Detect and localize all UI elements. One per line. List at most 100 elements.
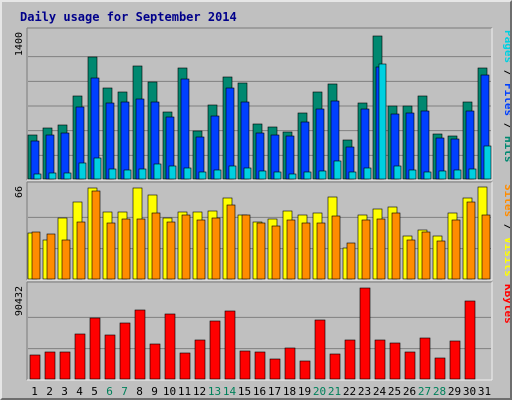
x-tick-day-4: 4 — [76, 385, 83, 398]
bar-pages-day-29 — [453, 169, 462, 180]
bar-sites-day-27 — [421, 231, 431, 280]
bar-files-day-1 — [30, 140, 40, 180]
x-tick-day-31: 31 — [478, 385, 491, 398]
bar-files-day-6 — [105, 102, 115, 180]
bar-files-day-11 — [180, 78, 190, 180]
bar-pages-day-18 — [288, 173, 297, 180]
bar-pages-day-5 — [93, 157, 102, 180]
bar-sites-day-14 — [226, 204, 236, 280]
bar-sites-day-17 — [271, 225, 281, 280]
x-tick-day-15: 15 — [238, 385, 251, 398]
bar-kbytes-day-20 — [314, 319, 326, 380]
legend-pages-files-hits: Pages / Files / Hits — [502, 30, 512, 163]
bar-kbytes-day-26 — [404, 351, 416, 380]
bar-pages-day-1 — [33, 173, 42, 180]
legend-entry: / — [502, 116, 512, 136]
bar-sites-day-6 — [106, 222, 116, 280]
x-tick-day-13: 13 — [208, 385, 221, 398]
bar-pages-day-9 — [153, 163, 162, 180]
bar-kbytes-day-30 — [464, 300, 476, 380]
bar-kbytes-day-29 — [449, 340, 461, 380]
bar-kbytes-day-17 — [269, 358, 281, 380]
x-tick-day-10: 10 — [163, 385, 176, 398]
bar-kbytes-day-24 — [374, 339, 386, 380]
bar-pages-day-25 — [393, 165, 402, 180]
bar-sites-day-25 — [391, 212, 401, 280]
bar-kbytes-day-5 — [89, 317, 101, 380]
bar-sites-day-22 — [346, 242, 356, 280]
bar-sites-day-3 — [61, 239, 71, 280]
legend-entry: Sites — [502, 184, 512, 217]
bar-sites-day-12 — [196, 219, 206, 280]
bar-pages-day-30 — [468, 168, 477, 180]
bar-pages-day-13 — [213, 169, 222, 180]
chart-title: Daily usage for September 2014 — [20, 10, 237, 24]
legend-sites-visits: Sites / Visits — [502, 184, 512, 277]
legend-kbytes: KBytes — [502, 284, 512, 324]
bar-files-day-3 — [60, 132, 70, 180]
bar-kbytes-day-10 — [164, 313, 176, 380]
x-tick-day-29: 29 — [448, 385, 461, 398]
bar-kbytes-day-22 — [344, 339, 356, 380]
x-tick-day-17: 17 — [268, 385, 281, 398]
bar-kbytes-day-27 — [419, 337, 431, 380]
bar-sites-day-2 — [46, 233, 56, 280]
x-tick-day-2: 2 — [46, 385, 53, 398]
bar-pages-day-2 — [48, 172, 57, 180]
bar-sites-day-19 — [301, 222, 311, 280]
bar-files-day-8 — [135, 98, 145, 180]
x-tick-day-24: 24 — [373, 385, 387, 398]
x-tick-day-18: 18 — [283, 385, 296, 398]
bar-sites-day-24 — [376, 218, 386, 280]
bar-kbytes-day-9 — [149, 343, 161, 380]
bar-sites-day-26 — [406, 239, 416, 280]
x-tick-day-9: 9 — [151, 385, 158, 398]
x-tick-day-5: 5 — [91, 385, 98, 398]
bar-sites-day-18 — [286, 219, 296, 280]
bar-sites-day-15 — [241, 214, 251, 280]
bar-pages-day-27 — [423, 171, 432, 180]
bar-sites-day-13 — [211, 217, 221, 280]
bar-files-day-18 — [285, 135, 295, 180]
legend-entry: KBytes — [502, 284, 512, 324]
bar-pages-day-22 — [348, 171, 357, 180]
bar-sites-day-21 — [331, 215, 341, 280]
bar-kbytes-day-19 — [299, 360, 311, 380]
x-tick-day-3: 3 — [61, 385, 68, 398]
bar-sites-day-9 — [151, 212, 161, 280]
bar-kbytes-day-13 — [209, 320, 221, 380]
bar-kbytes-day-11 — [179, 352, 191, 380]
x-tick-day-7: 7 — [121, 385, 128, 398]
x-tick-day-8: 8 — [136, 385, 143, 398]
bar-kbytes-day-6 — [104, 334, 116, 380]
bar-pages-day-19 — [303, 171, 312, 180]
legend-entry: Files — [502, 83, 512, 116]
bar-files-day-15 — [240, 101, 250, 180]
y-axis-max-label-pages-files-hits: 1400 — [14, 32, 25, 56]
y-axis-max-label-kbytes: 90432 — [14, 286, 25, 316]
x-tick-day-14: 14 — [223, 385, 237, 398]
bar-kbytes-day-16 — [254, 351, 266, 380]
bar-pages-day-31 — [483, 145, 492, 180]
bar-files-day-26 — [405, 112, 415, 180]
bar-sites-day-5 — [91, 190, 101, 280]
bar-pages-day-24 — [378, 63, 387, 180]
legend-entry: Visits — [502, 237, 512, 277]
bar-pages-day-12 — [198, 171, 207, 180]
bar-kbytes-day-2 — [44, 351, 56, 380]
bar-pages-day-8 — [138, 168, 147, 180]
bar-pages-day-23 — [363, 167, 372, 180]
bar-pages-day-16 — [258, 170, 267, 180]
bar-kbytes-day-25 — [389, 342, 401, 380]
bar-kbytes-day-18 — [284, 347, 296, 380]
bar-sites-day-20 — [316, 222, 326, 280]
bar-sites-day-11 — [181, 214, 191, 280]
legend-entry: Hits — [502, 136, 512, 163]
bar-sites-day-28 — [436, 240, 446, 280]
bar-kbytes-day-12 — [194, 339, 206, 380]
bar-files-day-20 — [315, 108, 325, 180]
bar-pages-day-4 — [78, 162, 87, 180]
legend-entry: / — [502, 217, 512, 237]
bar-sites-day-31 — [481, 214, 491, 280]
bar-pages-day-26 — [408, 169, 417, 180]
